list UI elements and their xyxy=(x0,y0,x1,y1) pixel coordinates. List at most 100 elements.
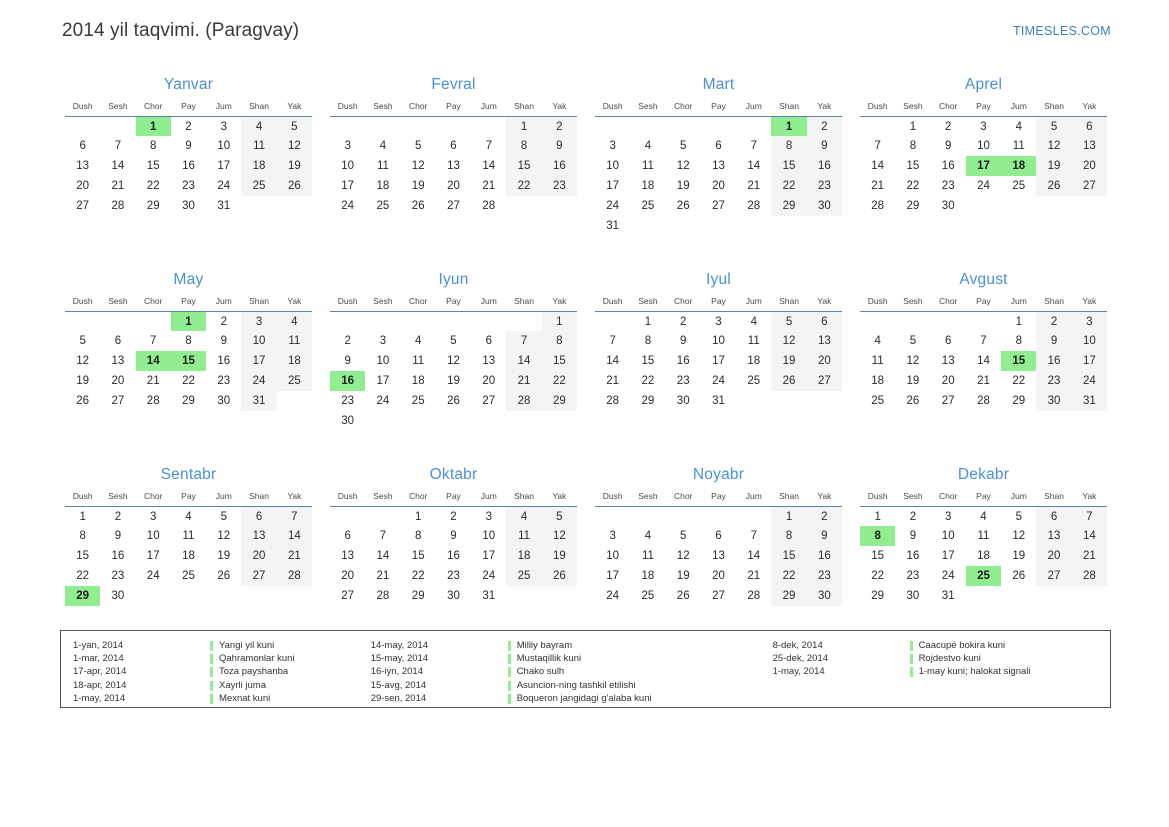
day-cell[interactable]: 16 xyxy=(941,160,955,172)
day-cell[interactable]: 4 xyxy=(379,140,387,152)
day-cell[interactable]: 21 xyxy=(482,180,496,192)
holiday-day-cell[interactable]: 15 xyxy=(1001,351,1037,371)
day-cell[interactable]: 10 xyxy=(482,530,496,542)
day-cell[interactable]: 13 xyxy=(712,160,725,172)
day-cell[interactable]: 26 xyxy=(447,395,460,407)
day-cell[interactable]: 13 xyxy=(341,550,355,562)
day-cell[interactable]: 26 xyxy=(217,570,231,582)
holiday-day-cell[interactable]: 15 xyxy=(170,351,207,371)
day-cell[interactable]: 5 xyxy=(1036,116,1072,136)
day-cell[interactable]: 21 xyxy=(1071,546,1107,566)
day-cell[interactable]: 3 xyxy=(379,335,387,347)
day-cell[interactable]: 29 xyxy=(771,586,807,606)
day-cell[interactable]: 14 xyxy=(1071,526,1107,546)
holiday-day-cell[interactable]: 25 xyxy=(965,566,1002,586)
day-cell[interactable]: 25 xyxy=(641,590,655,602)
day-cell[interactable]: 18 xyxy=(182,550,195,562)
day-cell[interactable]: 15 xyxy=(541,351,577,371)
day-cell[interactable]: 11 xyxy=(747,335,760,347)
day-cell[interactable]: 21 xyxy=(977,375,990,387)
day-cell[interactable]: 22 xyxy=(506,176,542,196)
day-cell[interactable]: 5 xyxy=(771,311,807,331)
day-cell[interactable]: 18 xyxy=(977,550,990,562)
day-cell[interactable]: 12 xyxy=(217,530,231,542)
day-cell[interactable]: 27 xyxy=(1036,566,1072,586)
day-cell[interactable]: 1 xyxy=(644,315,652,328)
day-cell[interactable]: 3 xyxy=(220,120,227,133)
day-cell[interactable]: 2 xyxy=(680,315,687,328)
day-cell[interactable]: 4 xyxy=(644,140,652,152)
day-cell[interactable]: 27 xyxy=(1071,176,1107,196)
day-cell[interactable]: 2 xyxy=(806,506,842,526)
holiday-day-cell[interactable]: 8 xyxy=(860,526,896,546)
day-cell[interactable]: 20 xyxy=(1071,156,1107,176)
day-cell[interactable]: 7 xyxy=(379,530,387,542)
day-cell[interactable]: 26 xyxy=(1012,570,1026,582)
day-cell[interactable]: 15 xyxy=(771,546,807,566)
day-cell[interactable]: 29 xyxy=(1012,395,1026,407)
day-cell[interactable]: 17 xyxy=(146,550,160,562)
day-cell[interactable]: 2 xyxy=(1036,311,1072,331)
day-cell[interactable]: 2 xyxy=(945,120,952,133)
day-cell[interactable]: 30 xyxy=(806,586,842,606)
day-cell[interactable]: 18 xyxy=(747,355,761,367)
day-cell[interactable]: 24 xyxy=(217,180,231,192)
day-cell[interactable]: 22 xyxy=(541,371,577,391)
day-cell[interactable]: 7 xyxy=(150,335,157,347)
day-cell[interactable]: 3 xyxy=(609,140,616,152)
day-cell[interactable]: 19 xyxy=(541,546,577,566)
day-cell[interactable]: 24 xyxy=(606,200,620,212)
day-cell[interactable]: 2 xyxy=(344,335,351,347)
day-cell[interactable]: 15 xyxy=(411,550,425,562)
day-cell[interactable]: 19 xyxy=(1012,550,1026,562)
day-cell[interactable]: 5 xyxy=(680,140,687,152)
day-cell[interactable]: 30 xyxy=(182,200,195,212)
day-cell[interactable]: 14 xyxy=(606,355,620,367)
day-cell[interactable]: 15 xyxy=(76,550,90,562)
day-cell[interactable]: 17 xyxy=(941,550,955,562)
day-cell[interactable]: 21 xyxy=(111,180,125,192)
day-cell[interactable]: 27 xyxy=(712,200,725,212)
day-cell[interactable]: 10 xyxy=(606,160,620,172)
day-cell[interactable]: 16 xyxy=(806,546,842,566)
day-cell[interactable]: 13 xyxy=(806,331,842,351)
day-cell[interactable]: 2 xyxy=(114,510,122,523)
day-cell[interactable]: 11 xyxy=(506,526,542,546)
day-cell[interactable]: 7 xyxy=(485,140,492,152)
day-cell[interactable]: 5 xyxy=(541,506,577,526)
day-cell[interactable]: 3 xyxy=(609,530,616,542)
day-cell[interactable]: 21 xyxy=(506,371,542,391)
day-cell[interactable]: 20 xyxy=(712,570,725,582)
day-cell[interactable]: 18 xyxy=(276,351,312,371)
day-cell[interactable]: 31 xyxy=(482,590,496,602)
day-cell[interactable]: 21 xyxy=(146,375,160,387)
day-cell[interactable]: 29 xyxy=(541,391,577,411)
day-cell[interactable]: 10 xyxy=(712,335,725,347)
day-cell[interactable]: 23 xyxy=(541,176,577,196)
day-cell[interactable]: 12 xyxy=(676,160,690,172)
day-cell[interactable]: 11 xyxy=(182,530,195,542)
day-cell[interactable]: 28 xyxy=(376,590,390,602)
day-cell[interactable]: 11 xyxy=(1012,140,1025,152)
day-cell[interactable]: 14 xyxy=(276,526,312,546)
day-cell[interactable]: 16 xyxy=(1036,351,1072,371)
day-cell[interactable]: 8 xyxy=(644,335,652,347)
day-cell[interactable]: 7 xyxy=(276,506,312,526)
day-cell[interactable]: 11 xyxy=(412,355,425,367)
day-cell[interactable]: 23 xyxy=(941,180,955,192)
day-cell[interactable]: 22 xyxy=(411,570,425,582)
day-cell[interactable]: 30 xyxy=(906,590,920,602)
day-cell[interactable]: 4 xyxy=(644,530,652,542)
day-cell[interactable]: 10 xyxy=(376,355,390,367)
day-cell[interactable]: 16 xyxy=(182,160,195,172)
day-cell[interactable]: 8 xyxy=(909,140,917,152)
day-cell[interactable]: 17 xyxy=(712,355,725,367)
day-cell[interactable]: 30 xyxy=(941,200,955,212)
day-cell[interactable]: 29 xyxy=(641,395,655,407)
day-cell[interactable]: 5 xyxy=(220,510,227,523)
holiday-day-cell[interactable]: 1 xyxy=(135,116,171,136)
day-cell[interactable]: 10 xyxy=(977,140,990,152)
day-cell[interactable]: 8 xyxy=(541,331,577,351)
day-cell[interactable]: 3 xyxy=(715,315,722,328)
day-cell[interactable]: 13 xyxy=(482,355,496,367)
